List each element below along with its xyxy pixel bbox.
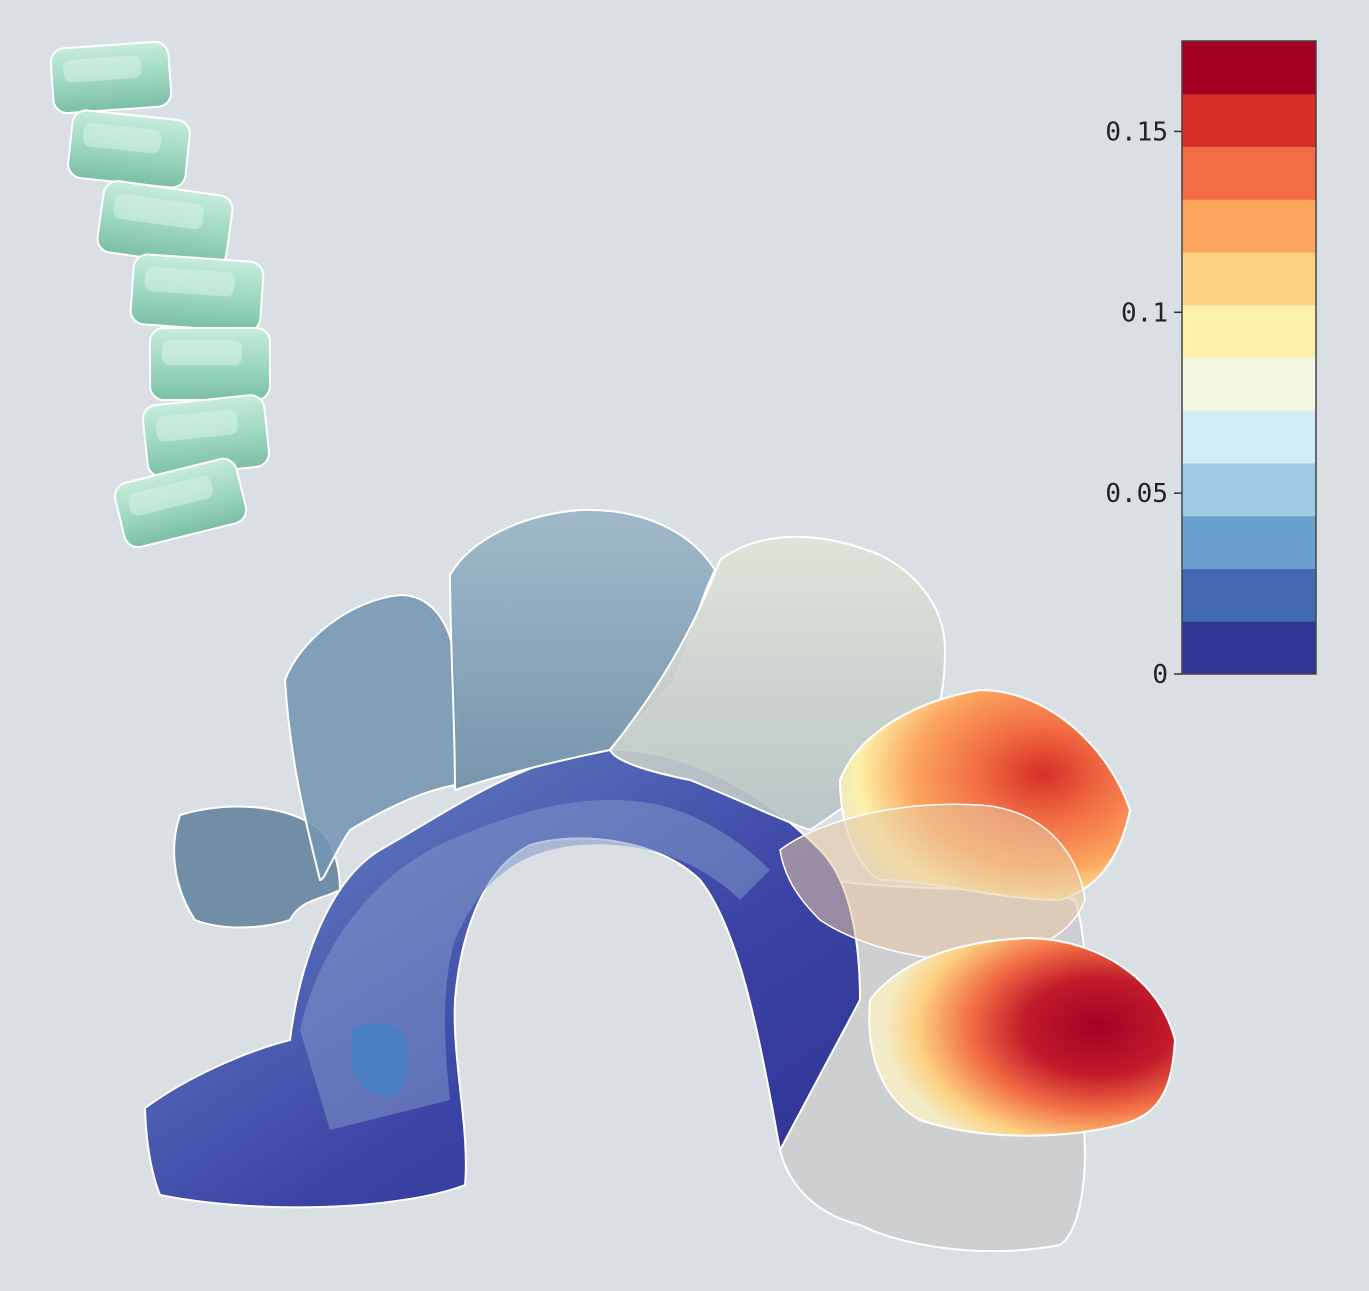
- colorbar-band: [1182, 357, 1316, 411]
- colorbar-tick-label: 0.15: [1105, 117, 1168, 147]
- colorbar: 0 0.05 0.1 0.15: [1105, 40, 1317, 690]
- green-segment-highlight: [144, 266, 235, 297]
- green-segment-highlight: [155, 409, 239, 442]
- chamber-overlay: [779, 803, 1086, 961]
- colorbar-band: [1182, 410, 1316, 464]
- deformed-actuator-model: [143, 508, 1177, 1253]
- chamber-1: [173, 805, 342, 929]
- colorbar-band: [1182, 568, 1316, 622]
- colorbar-band: [1182, 93, 1316, 147]
- base-light-band: [300, 799, 770, 1130]
- green-segment-highlight: [128, 475, 213, 516]
- colorbar-band: [1182, 199, 1316, 253]
- green-segment-highlight: [162, 340, 242, 366]
- colorbar-frame: [1181, 40, 1317, 675]
- colorbar-band: [1182, 463, 1316, 517]
- colorbar-band: [1182, 304, 1316, 358]
- colorbar-tick-label: 0.05: [1105, 479, 1168, 509]
- undeformed-actuator-model: [49, 40, 271, 549]
- colorbar-tick-label: 0.1: [1121, 298, 1168, 328]
- green-segment-highlight: [63, 55, 142, 83]
- green-segment-highlight: [82, 123, 162, 154]
- colorbar-band: [1182, 252, 1316, 306]
- colorbar-band: [1182, 621, 1316, 675]
- colorbar-band: [1182, 41, 1316, 95]
- colorbar-band: [1182, 146, 1316, 200]
- colorbar-tick-label: 0: [1152, 660, 1168, 690]
- base-highlight-spot: [352, 1023, 409, 1097]
- colorbar-band: [1182, 515, 1316, 569]
- chamber-6-tip: [868, 936, 1177, 1137]
- green-segment-highlight: [113, 193, 204, 230]
